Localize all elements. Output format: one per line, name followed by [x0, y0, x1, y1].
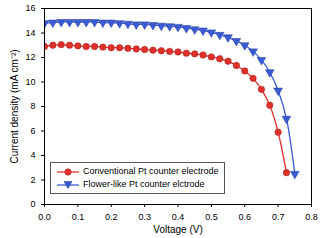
- svg-text:6: 6: [30, 126, 35, 136]
- svg-text:0.6: 0.6: [238, 212, 251, 222]
- svg-text:16: 16: [25, 3, 35, 13]
- svg-text:0.2: 0.2: [105, 212, 118, 222]
- svg-text:0.8: 0.8: [305, 212, 318, 222]
- html-text:Conventional Pt counter electr: Conventional Pt counter electrode: [83, 166, 219, 176]
- svg-text:0.5: 0.5: [205, 212, 218, 222]
- html-text:Flower-like Pt counter elctrod: Flower-like Pt counter elctrode: [83, 179, 205, 189]
- svg-text:0.0: 0.0: [38, 212, 51, 222]
- svg-text:2: 2: [30, 175, 35, 185]
- svg-text:8: 8: [30, 101, 35, 111]
- svg-text:Current density (mA cm⁻²): Current density (mA cm⁻²): [9, 49, 20, 163]
- svg-text:14: 14: [25, 28, 35, 38]
- svg-text:0.7: 0.7: [272, 212, 285, 222]
- svg-text:4: 4: [30, 150, 35, 160]
- svg-text:0: 0: [30, 199, 35, 209]
- svg-text:Voltage (V): Voltage (V): [153, 224, 202, 235]
- svg-text:0.4: 0.4: [172, 212, 185, 222]
- svg-text:12: 12: [25, 52, 35, 62]
- svg-text:10: 10: [25, 77, 35, 87]
- svg-text:0.3: 0.3: [138, 212, 151, 222]
- svg-text:0.1: 0.1: [72, 212, 85, 222]
